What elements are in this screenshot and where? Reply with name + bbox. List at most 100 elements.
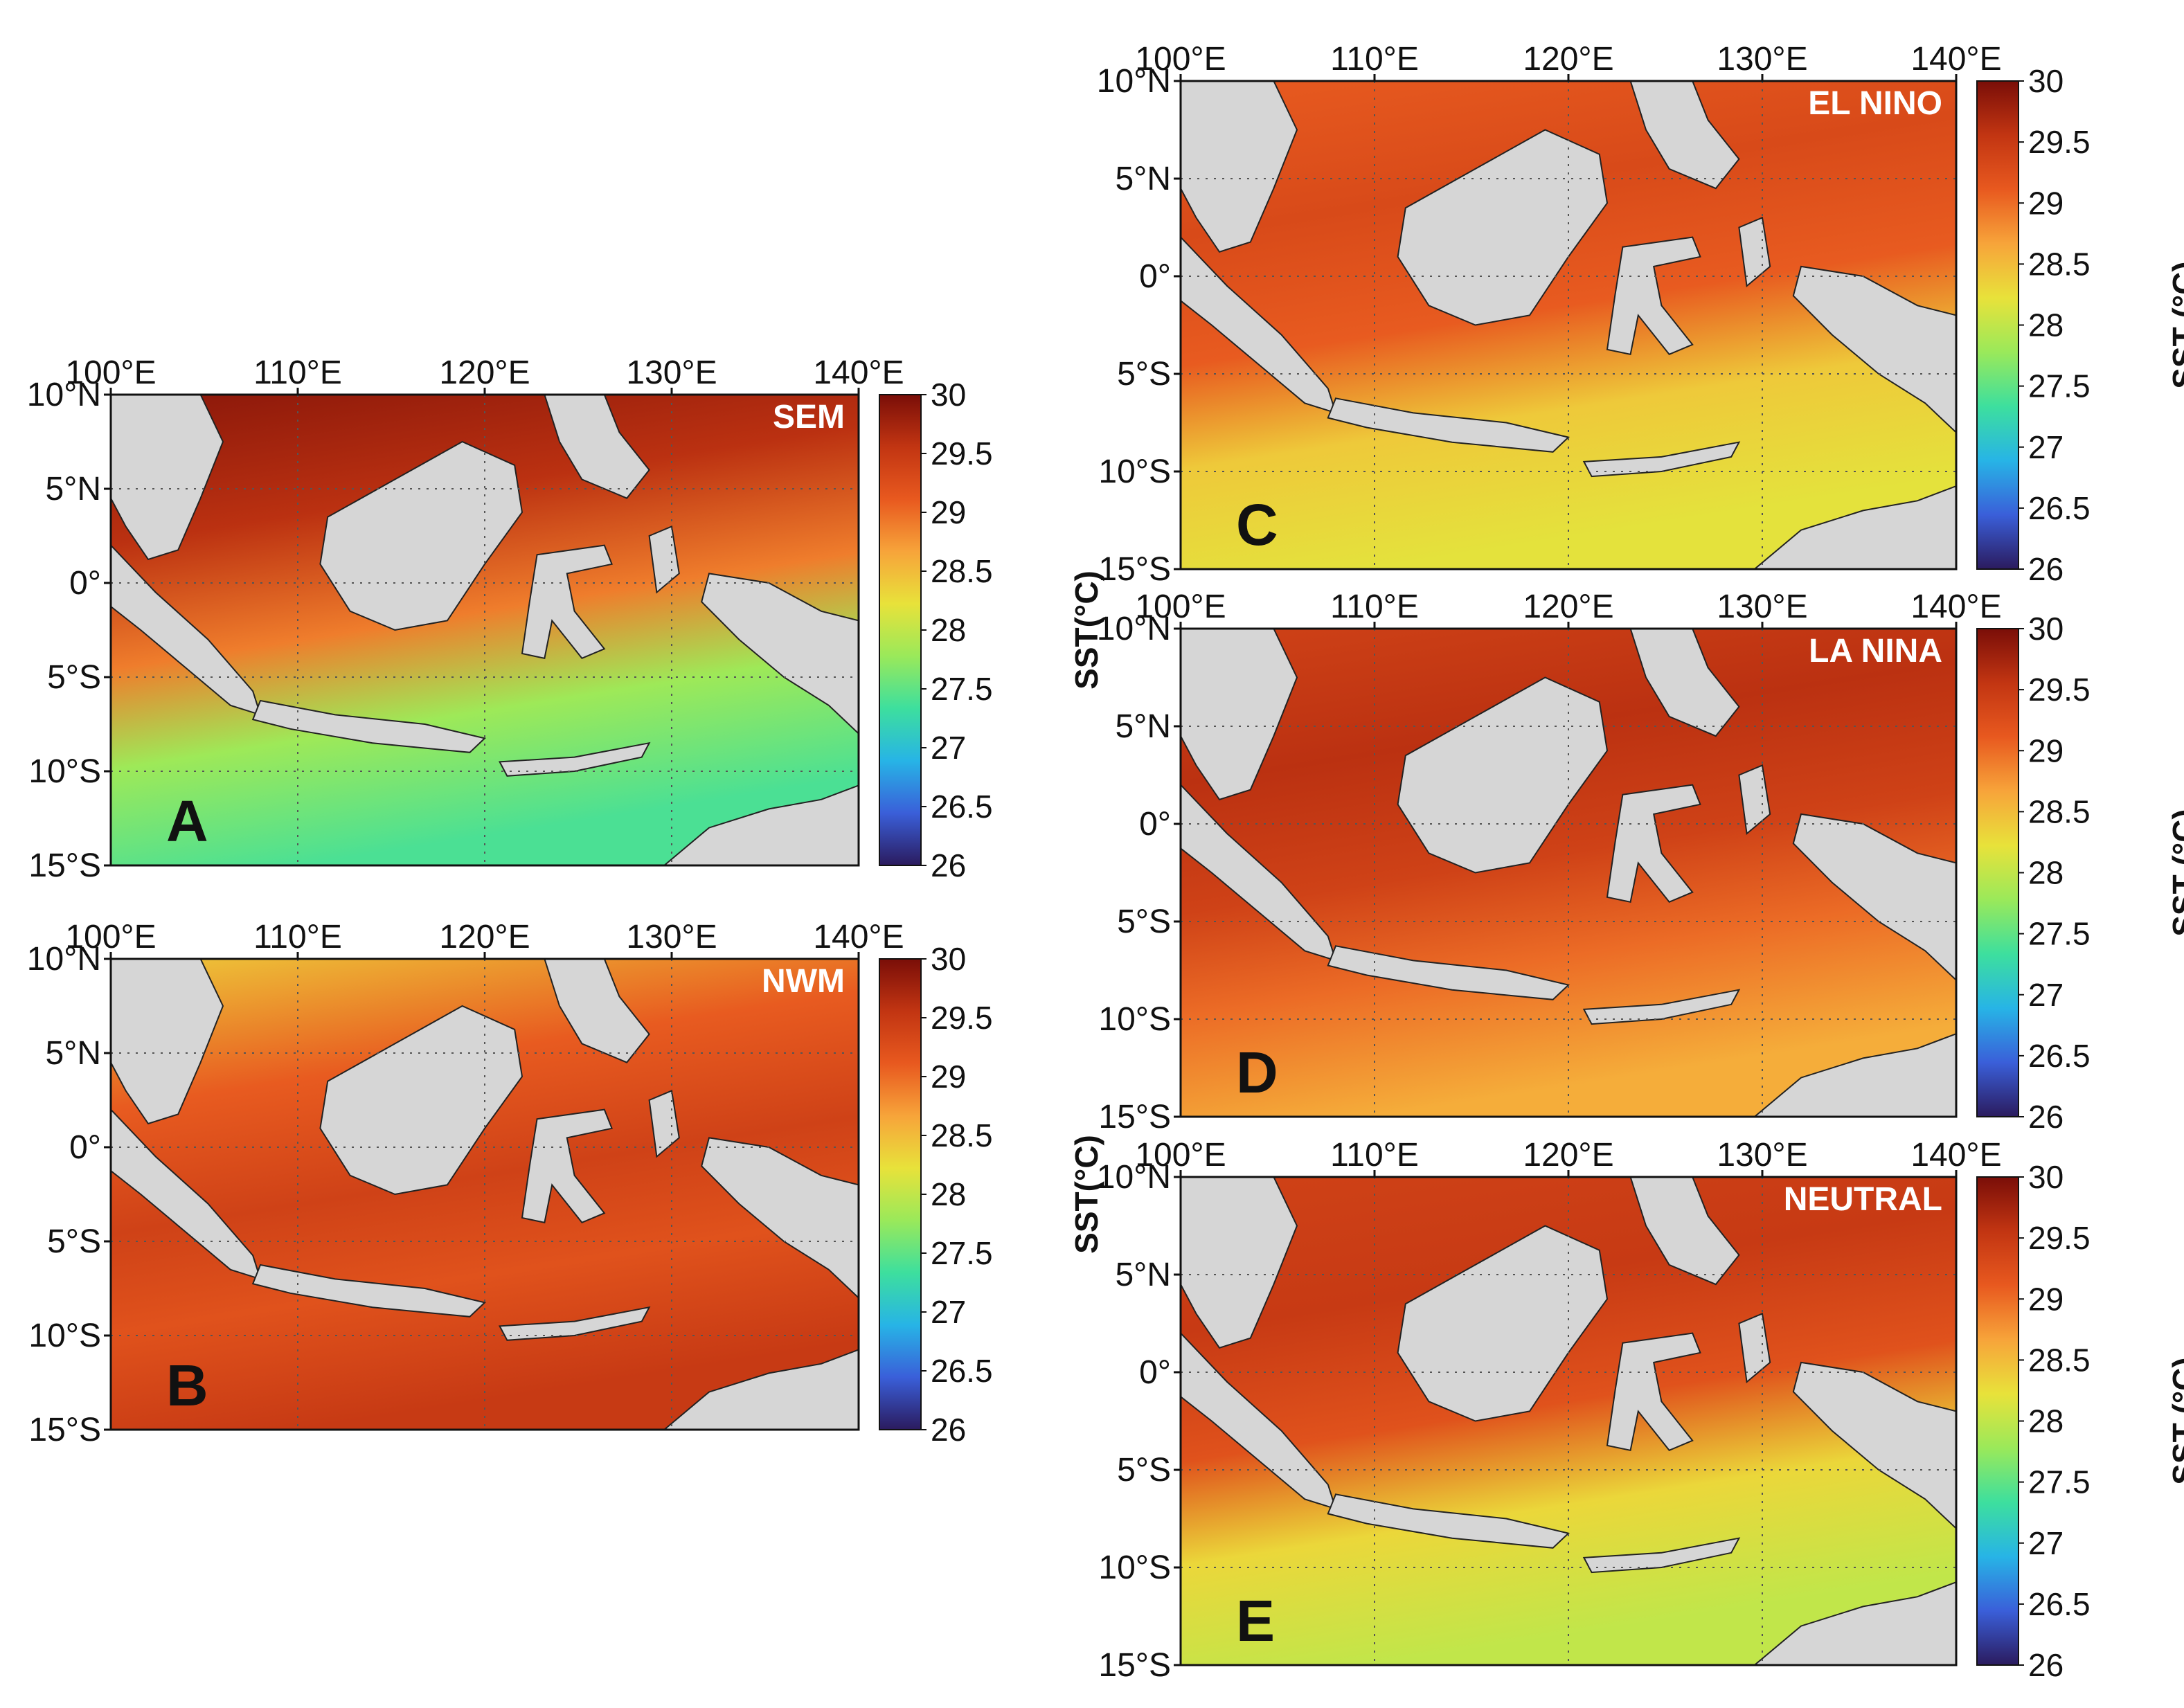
- lon-tick-label: 120°E: [1523, 588, 1613, 625]
- lon-tick-label: 100°E: [1135, 1137, 1226, 1174]
- lat-tick-label: 5°S: [47, 1223, 101, 1260]
- colorbar-label: SST (°C): [2166, 1357, 2184, 1485]
- colorbar-tick-label: 28: [2028, 855, 2064, 891]
- lat-tick-label: 5°S: [1117, 904, 1171, 940]
- lat-tick-label: 0°: [1139, 1354, 1171, 1391]
- lon-tick-label: 130°E: [626, 919, 717, 955]
- lon-tick-label: 100°E: [1135, 588, 1226, 625]
- colorbar-tick-label: 26.5: [931, 1353, 993, 1389]
- colorbar-tick-label: 26: [931, 847, 966, 883]
- colorbar-tick-label: 27: [2028, 1525, 2064, 1561]
- colorbar-tick-label: 28.5: [931, 1117, 993, 1153]
- lon-tick-label: 130°E: [1717, 1137, 1807, 1174]
- lon-tick-label: 100°E: [1135, 41, 1226, 78]
- lat-tick-label: 15°S: [28, 847, 101, 884]
- lat-tick-label: 0°: [1139, 258, 1171, 295]
- panel-letter: C: [1236, 492, 1278, 557]
- colorbar-tick-label: 29.5: [931, 435, 993, 471]
- colorbar-tick-label: 29.5: [2028, 672, 2091, 708]
- panel-letter: E: [1236, 1588, 1275, 1653]
- lat-tick-label: 0°: [69, 565, 101, 602]
- lat-tick-label: 5°S: [1117, 356, 1171, 393]
- colorbar: [879, 958, 922, 1430]
- colorbar-label: SST (°C): [2166, 261, 2184, 389]
- panel-letter: D: [1236, 1040, 1278, 1105]
- lat-tick-label: 10°N: [1097, 611, 1171, 647]
- colorbar-tick-label: 27.5: [931, 1235, 993, 1271]
- lat-tick-label: 15°S: [1098, 1099, 1171, 1135]
- season-label: EL NINO: [1808, 85, 1942, 122]
- land-mask: [111, 395, 859, 865]
- lat-tick-label: 10°N: [27, 941, 101, 978]
- colorbar-tick-label: 26: [2028, 551, 2064, 587]
- colorbar-tick-label: 26: [931, 1412, 966, 1448]
- map-panel-a: 100°E 110°E 120°E 130°E 140°E 10°N 5°N 0° 5°S 10°…: [27, 354, 1104, 884]
- season-label: NWM: [762, 963, 845, 1000]
- land-mask: [1181, 629, 1956, 1117]
- colorbar-tick-label: 29: [2028, 185, 2064, 221]
- colorbar-tick-label: 28.5: [931, 553, 993, 589]
- colorbar-tick-label: 28.5: [2028, 1342, 2091, 1378]
- lon-tick-label: 130°E: [1717, 588, 1807, 625]
- lat-tick-label: 10°N: [1097, 1159, 1171, 1196]
- season-label: NEUTRAL: [1784, 1181, 1942, 1218]
- lon-tick-label: 130°E: [1717, 41, 1807, 78]
- lat-tick-label: 5°N: [1115, 708, 1171, 745]
- colorbar-tick-label: 27: [2028, 429, 2064, 465]
- lat-tick-label: 10°S: [1098, 1549, 1171, 1586]
- lat-tick-label: 5°N: [45, 471, 101, 507]
- lon-tick-label: 110°E: [1330, 1137, 1419, 1174]
- lon-tick-label: 120°E: [1523, 1137, 1613, 1174]
- colorbar-tick-label: 30: [2028, 1159, 2064, 1195]
- lat-tick-label: 10°N: [1097, 63, 1171, 100]
- lon-tick-label: 120°E: [1523, 41, 1613, 78]
- lat-tick-label: 5°S: [1117, 1452, 1171, 1489]
- colorbar-tick-label: 27.5: [2028, 1464, 2091, 1500]
- colorbar-tick-label: 26.5: [931, 789, 993, 825]
- lon-tick-label: 110°E: [1330, 41, 1419, 78]
- colorbar: [1976, 80, 2019, 570]
- map-panel-e: 100°E 110°E 120°E 130°E 140°E 10°N 5°N 0° 5°S 10°…: [1097, 1137, 2184, 1684]
- panel-letter: B: [166, 1353, 208, 1418]
- colorbar-tick-label: 28: [931, 612, 966, 648]
- lon-tick-label: 140°E: [813, 354, 904, 391]
- colorbar-tick-label: 27.5: [931, 671, 993, 707]
- colorbar-tick-label: 27.5: [2028, 368, 2091, 404]
- lat-tick-label: 5°N: [45, 1035, 101, 1072]
- colorbar-tick-label: 30: [2028, 611, 2064, 647]
- colorbar: [1976, 628, 2019, 1117]
- lon-tick-label: 120°E: [439, 354, 530, 391]
- colorbar-tick-label: 27.5: [2028, 916, 2091, 952]
- lon-tick-label: 140°E: [1910, 41, 2001, 78]
- colorbar-tick-label: 29: [931, 494, 966, 530]
- colorbar-label: SST(°C): [1068, 570, 1104, 690]
- lon-tick-label: 140°E: [1910, 588, 2001, 625]
- colorbar-tick-label: 29: [2028, 732, 2064, 768]
- lat-tick-label: 0°: [69, 1129, 101, 1166]
- colorbar-tick-label: 28.5: [2028, 246, 2091, 282]
- lat-tick-label: 15°S: [28, 1412, 101, 1448]
- lon-tick-label: 100°E: [65, 354, 156, 391]
- colorbar-tick-label: 27: [931, 1294, 966, 1330]
- colorbar-tick-label: 30: [2028, 63, 2064, 99]
- colorbar-tick-label: 30: [931, 941, 966, 977]
- lon-tick-label: 130°E: [626, 354, 717, 391]
- map-panel-b: 100°E 110°E 120°E 130°E 140°E 10°N 5°N 0° 5°S 10°…: [27, 919, 1104, 1448]
- lat-tick-label: 10°S: [28, 1318, 101, 1354]
- panel-letter: A: [166, 789, 208, 854]
- lon-tick-label: 120°E: [439, 919, 530, 955]
- map-panel-c: 100°E 110°E 120°E 130°E 140°E 10°N 5°N 0° 5°S 10°…: [1097, 41, 2184, 588]
- lat-tick-label: 15°S: [1098, 1647, 1171, 1684]
- colorbar-tick-label: 27: [931, 730, 966, 766]
- lat-tick-label: 10°S: [1098, 453, 1171, 490]
- lat-tick-label: 5°N: [1115, 1257, 1171, 1293]
- colorbar-tick-label: 29.5: [931, 1000, 993, 1036]
- lon-tick-label: 110°E: [1330, 588, 1419, 625]
- lat-tick-label: 10°N: [27, 377, 101, 413]
- colorbar-tick-label: 29: [931, 1059, 966, 1095]
- land-mask: [111, 959, 859, 1430]
- lon-tick-label: 100°E: [65, 919, 156, 955]
- lat-tick-label: 5°N: [1115, 161, 1171, 197]
- lon-tick-label: 110°E: [253, 919, 342, 955]
